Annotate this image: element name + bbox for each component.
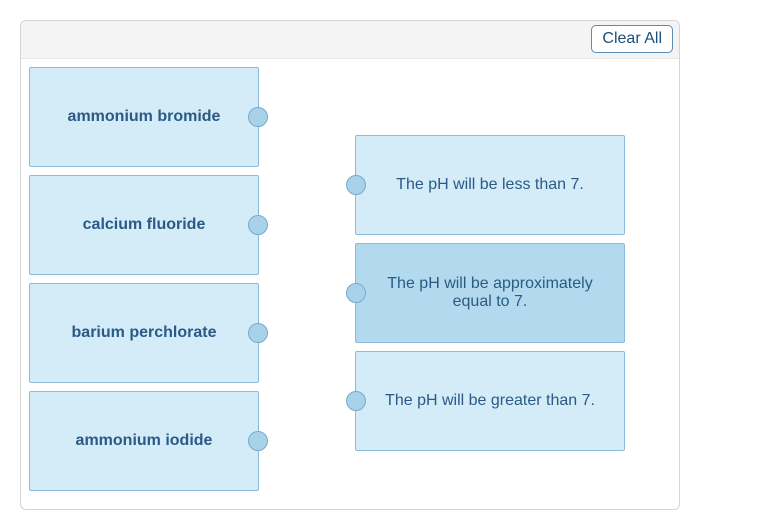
target-item[interactable]: The pH will be greater than 7. — [355, 351, 625, 451]
target-item[interactable]: The pH will be less than 7. — [355, 135, 625, 235]
source-column: ammonium bromide calcium fluoride barium… — [29, 67, 259, 499]
source-item[interactable]: calcium fluoride — [29, 175, 259, 275]
source-handle[interactable] — [248, 431, 268, 451]
target-handle[interactable] — [346, 175, 366, 195]
body-area: ammonium bromide calcium fluoride barium… — [21, 59, 679, 509]
source-label: ammonium bromide — [68, 108, 221, 126]
clear-all-button[interactable]: Clear All — [591, 25, 673, 53]
target-label: The pH will be less than 7. — [396, 176, 584, 194]
source-handle[interactable] — [248, 323, 268, 343]
source-label: ammonium iodide — [76, 432, 213, 450]
source-label: calcium fluoride — [83, 216, 206, 234]
target-column: The pH will be less than 7. The pH will … — [355, 135, 625, 459]
toolbar: Clear All — [21, 21, 679, 59]
source-item[interactable]: ammonium bromide — [29, 67, 259, 167]
matching-widget: Clear All ammonium bromide calcium fluor… — [20, 20, 680, 510]
source-item[interactable]: barium perchlorate — [29, 283, 259, 383]
target-label: The pH will be greater than 7. — [385, 392, 595, 410]
target-label: The pH will be approximately equal to 7. — [370, 275, 610, 311]
source-handle[interactable] — [248, 107, 268, 127]
target-handle[interactable] — [346, 391, 366, 411]
source-item[interactable]: ammonium iodide — [29, 391, 259, 491]
source-label: barium perchlorate — [72, 324, 217, 342]
source-handle[interactable] — [248, 215, 268, 235]
target-item[interactable]: The pH will be approximately equal to 7. — [355, 243, 625, 343]
target-handle[interactable] — [346, 283, 366, 303]
